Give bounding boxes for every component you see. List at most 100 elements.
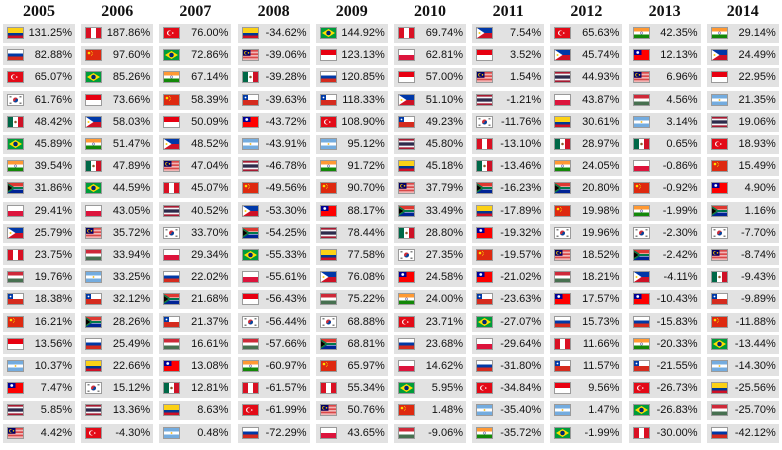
table-row: 65.07% [3, 68, 75, 88]
return-value: 22.02% [191, 271, 229, 284]
return-value: 29.34% [191, 249, 229, 261]
table-row: 23.71% [394, 312, 466, 332]
year-header: 2013 [648, 3, 681, 20]
table-row: 75.22% [315, 290, 388, 310]
table-row: 118.33% [315, 90, 388, 110]
table-row: -29.64% [472, 334, 545, 354]
table-row: 9.56% [550, 379, 623, 399]
turkey-flag-icon [7, 71, 24, 84]
indonesia-flag-icon [398, 71, 415, 84]
chile-flag-icon [632, 360, 650, 372]
return-value: 49.23% [425, 115, 463, 128]
table-row: -0.92% [628, 179, 701, 199]
colombia-flag-icon [7, 27, 24, 39]
turkey-flag-icon [85, 426, 103, 439]
table-row: 31.86% [3, 179, 75, 199]
table-row: -56.44% [237, 312, 310, 332]
return-value: -43.91% [265, 138, 307, 150]
table-row: 91.72% [315, 157, 388, 177]
table-row: 25.79% [3, 223, 75, 243]
return-value: -53.30% [265, 204, 307, 217]
year-header: 2011 [492, 3, 524, 20]
year-header: 2008 [257, 3, 290, 20]
return-value: 32.12% [112, 293, 151, 306]
return-value: 91.72% [347, 160, 385, 173]
table-row: 85.26% [81, 68, 154, 88]
peru-flag-icon [476, 138, 494, 150]
return-value: 33.70% [191, 226, 229, 239]
return-value: -60.97% [265, 360, 307, 372]
return-value: 65.63% [582, 27, 620, 39]
return-value: 51.47% [112, 138, 151, 150]
mexico-flag-icon [163, 382, 181, 395]
return-value: 108.90% [341, 115, 385, 128]
peru-flag-icon [554, 337, 572, 350]
table-row: -53.30% [237, 201, 310, 221]
south-africa-flag-icon [554, 182, 572, 195]
table-row: 69.74% [394, 24, 466, 43]
return-value: -31.80% [500, 360, 542, 372]
table-row: -27.07% [472, 312, 545, 332]
return-value: 31.86% [34, 182, 72, 195]
table-row: -19.32% [472, 223, 545, 243]
chile-flag-icon [163, 315, 181, 328]
return-value: 19.06% [738, 115, 776, 128]
hungary-flag-icon [554, 271, 572, 284]
year-header: 2010 [414, 3, 446, 20]
year-header: 2014 [726, 3, 759, 20]
china-flag-icon [398, 404, 415, 417]
return-value: 43.87% [582, 93, 620, 106]
return-value: 144.92% [341, 27, 385, 39]
hungary-flag-icon [241, 337, 259, 350]
table-row: 7.47% [3, 379, 75, 399]
return-value: 88.17% [347, 204, 385, 217]
table-row: 23.75% [3, 246, 75, 265]
argentina-flag-icon [241, 138, 259, 150]
colombia-flag-icon [241, 27, 259, 39]
return-value: 118.33% [342, 93, 385, 106]
return-value: 69.74% [425, 27, 463, 39]
peru-flag-icon [85, 27, 103, 39]
return-value: 58.03% [112, 115, 151, 128]
table-row: 44.59% [81, 179, 154, 199]
table-row: -14.30% [706, 357, 779, 376]
south-korea-flag-icon [398, 249, 415, 261]
return-value: -54.25% [265, 226, 307, 239]
return-value: -35.40% [500, 404, 542, 417]
table-row: 22.66% [81, 357, 154, 376]
return-value: -9.06% [428, 426, 463, 439]
return-value: 48.42% [34, 115, 72, 128]
india-flag-icon [163, 71, 181, 84]
return-value: -15.83% [656, 315, 698, 328]
table-row: 1.47% [550, 401, 623, 421]
table-row: -61.57% [237, 379, 310, 399]
poland-flag-icon [398, 49, 415, 62]
table-row: 50.09% [159, 112, 232, 132]
return-value: 51.10% [425, 93, 463, 106]
return-value: 90.70% [347, 182, 385, 195]
thailand-flag-icon [554, 71, 572, 84]
return-value: 78.44% [347, 226, 385, 239]
return-value: 0.48% [197, 426, 229, 439]
table-row: 49.23% [394, 112, 466, 132]
table-row: 57.00% [394, 68, 466, 88]
return-value: 50.76% [347, 404, 385, 417]
return-value: -13.46% [500, 160, 542, 173]
return-value: 1.54% [509, 71, 542, 84]
table-row: 7.54% [472, 24, 545, 43]
return-value: -25.56% [734, 382, 776, 395]
table-row: 29.41% [3, 201, 75, 221]
return-value: 14.62% [425, 360, 463, 372]
table-row: -1.99% [550, 423, 623, 443]
return-value: -42.12% [734, 426, 776, 439]
return-value: 45.07% [191, 182, 229, 195]
table-row: 44.93% [550, 68, 623, 88]
malaysia-flag-icon [476, 71, 494, 84]
taiwan-flag-icon [163, 360, 181, 372]
china-flag-icon [710, 160, 728, 173]
turkey-flag-icon [632, 382, 650, 395]
return-value: -1.99% [662, 204, 698, 217]
return-value: -29.64% [500, 337, 542, 350]
russia-flag-icon [476, 360, 494, 372]
table-row: -13.10% [472, 135, 545, 154]
